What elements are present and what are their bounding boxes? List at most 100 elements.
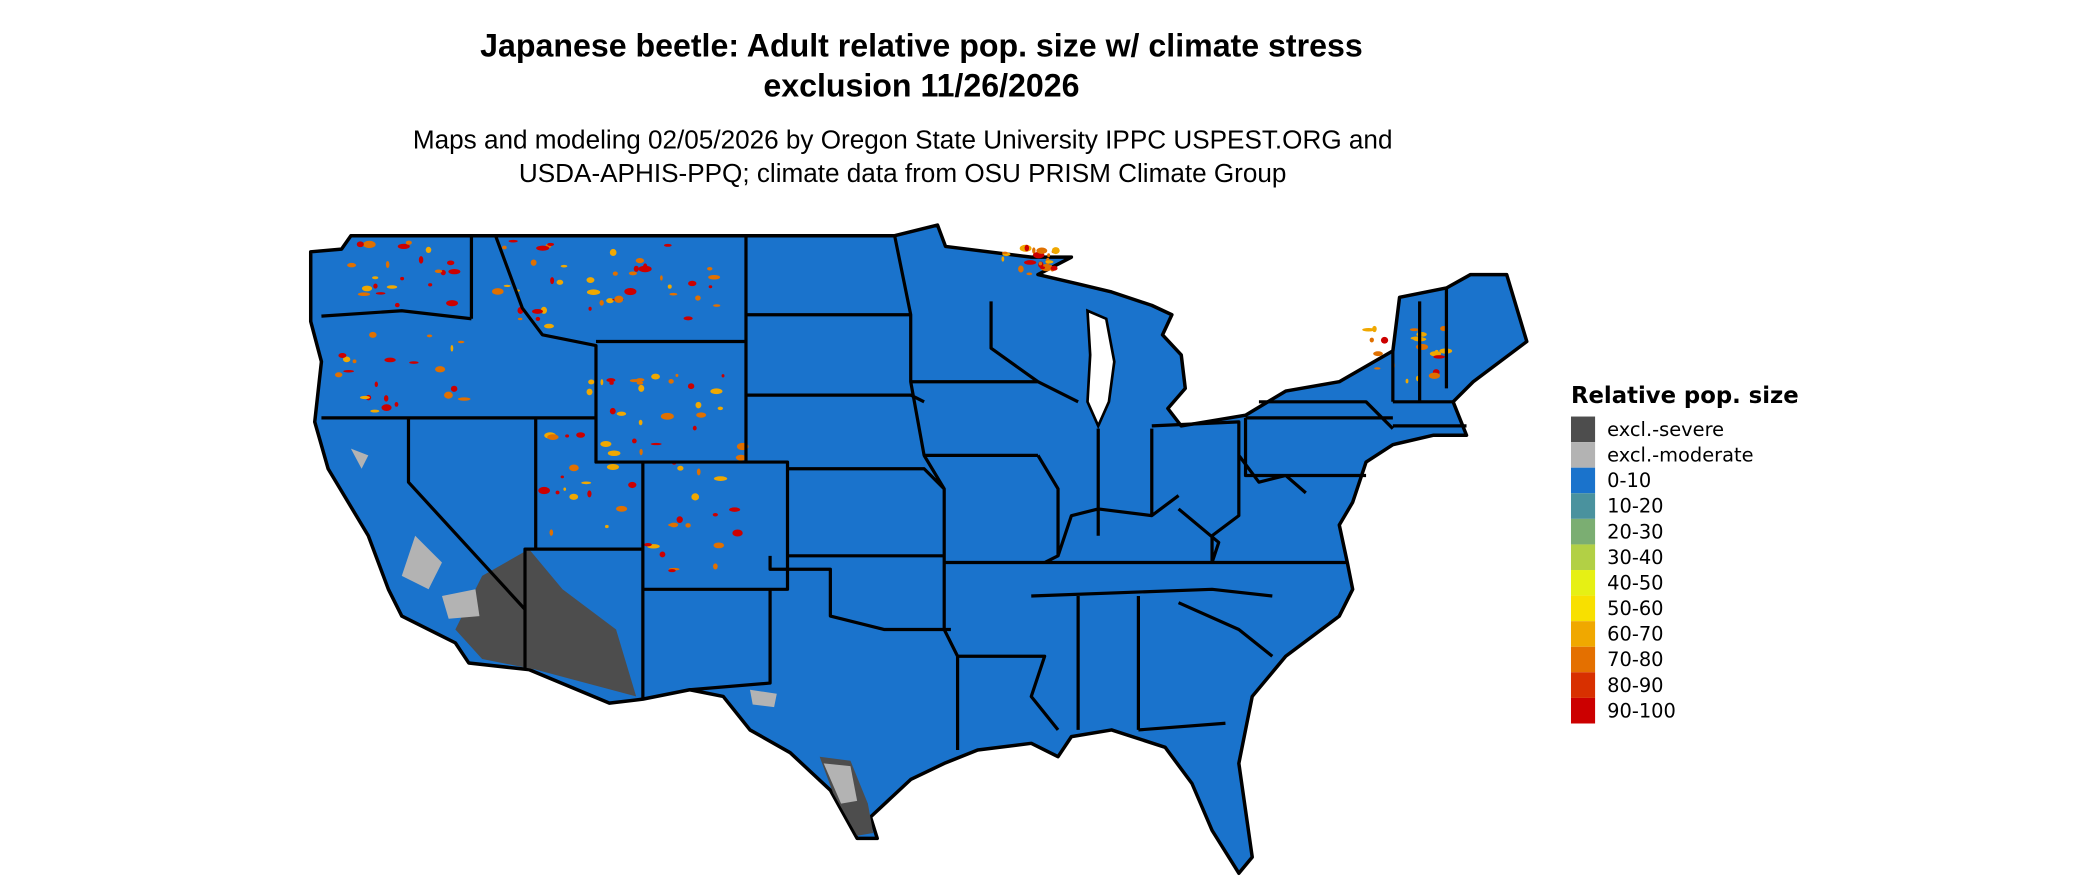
hotspot-mark xyxy=(342,356,351,363)
hotspot-mark xyxy=(435,366,446,373)
hotspot-mark xyxy=(1374,367,1381,370)
hotspot-mark xyxy=(409,361,419,364)
hotspot-mark xyxy=(569,493,579,500)
hotspot-mark xyxy=(600,441,612,447)
hotspot-mark xyxy=(609,407,616,415)
hotspot-mark xyxy=(710,388,723,395)
hotspot-mark xyxy=(352,359,357,364)
hotspot-mark xyxy=(587,490,592,498)
hotspot-mark xyxy=(425,246,432,254)
hotspot-mark xyxy=(633,265,639,272)
hotspot-mark xyxy=(650,442,662,446)
hotspot-mark xyxy=(708,274,721,280)
hotspot-mark xyxy=(586,388,593,396)
hotspot-mark xyxy=(614,295,624,303)
hotspot-mark xyxy=(444,391,453,399)
legend-swatch xyxy=(1570,416,1596,443)
hotspot-mark xyxy=(446,300,459,307)
legend-title: Relative pop. size xyxy=(1571,383,1799,409)
hotspot-mark xyxy=(576,432,586,438)
us-map xyxy=(308,223,1529,875)
hotspot-mark xyxy=(457,397,471,401)
hotspot-mark xyxy=(1373,351,1383,357)
hotspot-mark xyxy=(635,257,645,264)
hotspot-mark xyxy=(1038,261,1043,266)
hotspot-mark xyxy=(1001,256,1005,262)
hotspot-mark xyxy=(735,454,747,461)
hotspot-mark xyxy=(426,334,433,338)
hotspot-mark xyxy=(632,438,637,444)
legend-label: excl.-moderate xyxy=(1607,444,1753,467)
hotspot-mark xyxy=(508,239,518,243)
hotspot-mark xyxy=(338,352,347,358)
hotspot-mark xyxy=(374,381,378,388)
legend-label: 80-90 xyxy=(1607,674,1663,697)
hotspot-mark xyxy=(639,448,643,456)
hotspot-mark xyxy=(588,379,595,385)
hotspot-mark xyxy=(685,523,691,528)
hotspot-mark xyxy=(428,283,433,287)
hotspot-mark xyxy=(1429,351,1442,357)
hotspot-mark xyxy=(676,516,683,524)
legend-swatch xyxy=(1570,442,1596,468)
hotspot-mark xyxy=(369,331,377,338)
hotspot-mark xyxy=(629,379,640,383)
map-title-line1: Japanese beetle: Adult relative pop. siz… xyxy=(480,27,1363,63)
hotspot-mark xyxy=(638,419,643,426)
hotspot-mark xyxy=(713,476,728,481)
hotspot-mark xyxy=(638,265,652,273)
hotspot-mark xyxy=(1405,378,1409,384)
hotspot-mark xyxy=(450,344,454,352)
hotspot-mark xyxy=(385,260,390,269)
hotspot-mark xyxy=(606,298,614,304)
hotspot-mark xyxy=(1036,247,1048,254)
hotspot-mark xyxy=(615,505,628,512)
hotspot-mark xyxy=(604,524,609,529)
hotspot-mark xyxy=(362,240,376,249)
hotspot-mark xyxy=(721,374,725,378)
map-subtitle-line2: USDA-APHIS-PPQ; climate data from OSU PR… xyxy=(519,158,1287,188)
hotspot-mark xyxy=(547,434,559,440)
hotspot-mark xyxy=(356,241,364,248)
legend-label: 30-40 xyxy=(1607,546,1663,569)
hotspot-mark xyxy=(708,285,713,289)
hotspot-mark xyxy=(687,383,695,390)
hotspot-mark xyxy=(448,268,461,275)
hotspot-mark xyxy=(607,450,621,457)
hotspot-mark xyxy=(691,493,700,501)
hotspot-mark xyxy=(544,323,554,329)
legend-swatch xyxy=(1570,467,1596,494)
hotspot-mark xyxy=(1045,260,1054,264)
hotspot-mark xyxy=(1040,263,1053,272)
hotspot-mark xyxy=(1026,272,1033,276)
legend-label: 90-100 xyxy=(1607,699,1676,722)
hotspot-mark xyxy=(1362,328,1375,332)
hotspot-mark xyxy=(531,309,544,314)
hotspot-mark xyxy=(659,551,666,558)
legend-swatch xyxy=(1570,518,1596,545)
hotspot-mark xyxy=(1050,265,1058,271)
hotspot-mark xyxy=(405,240,412,245)
hotspot-mark xyxy=(400,276,405,281)
hotspot-mark xyxy=(538,486,550,495)
hotspot-mark xyxy=(1018,265,1024,273)
legend-label: 0-10 xyxy=(1607,469,1651,492)
hotspot-mark xyxy=(668,569,676,573)
hotspot-mark xyxy=(373,283,378,289)
legend-label: 10-20 xyxy=(1607,495,1663,518)
hotspot-mark xyxy=(550,277,555,285)
legend: Relative pop. size excl.-severe excl.-mod… xyxy=(1570,383,1799,724)
hotspot-mark xyxy=(600,379,604,386)
hotspot-mark xyxy=(688,280,697,287)
hotspot-mark xyxy=(334,372,343,378)
hotspot-mark xyxy=(1051,247,1060,255)
hotspot-mark xyxy=(712,513,718,517)
hotspot-mark xyxy=(372,276,379,280)
legend-swatch xyxy=(1570,621,1596,647)
hotspot-mark xyxy=(560,475,564,479)
hotspot-mark xyxy=(517,317,523,321)
exclusion-moderate-areas xyxy=(350,448,858,804)
hotspot-mark xyxy=(651,373,660,380)
hotspot-mark xyxy=(502,245,507,250)
